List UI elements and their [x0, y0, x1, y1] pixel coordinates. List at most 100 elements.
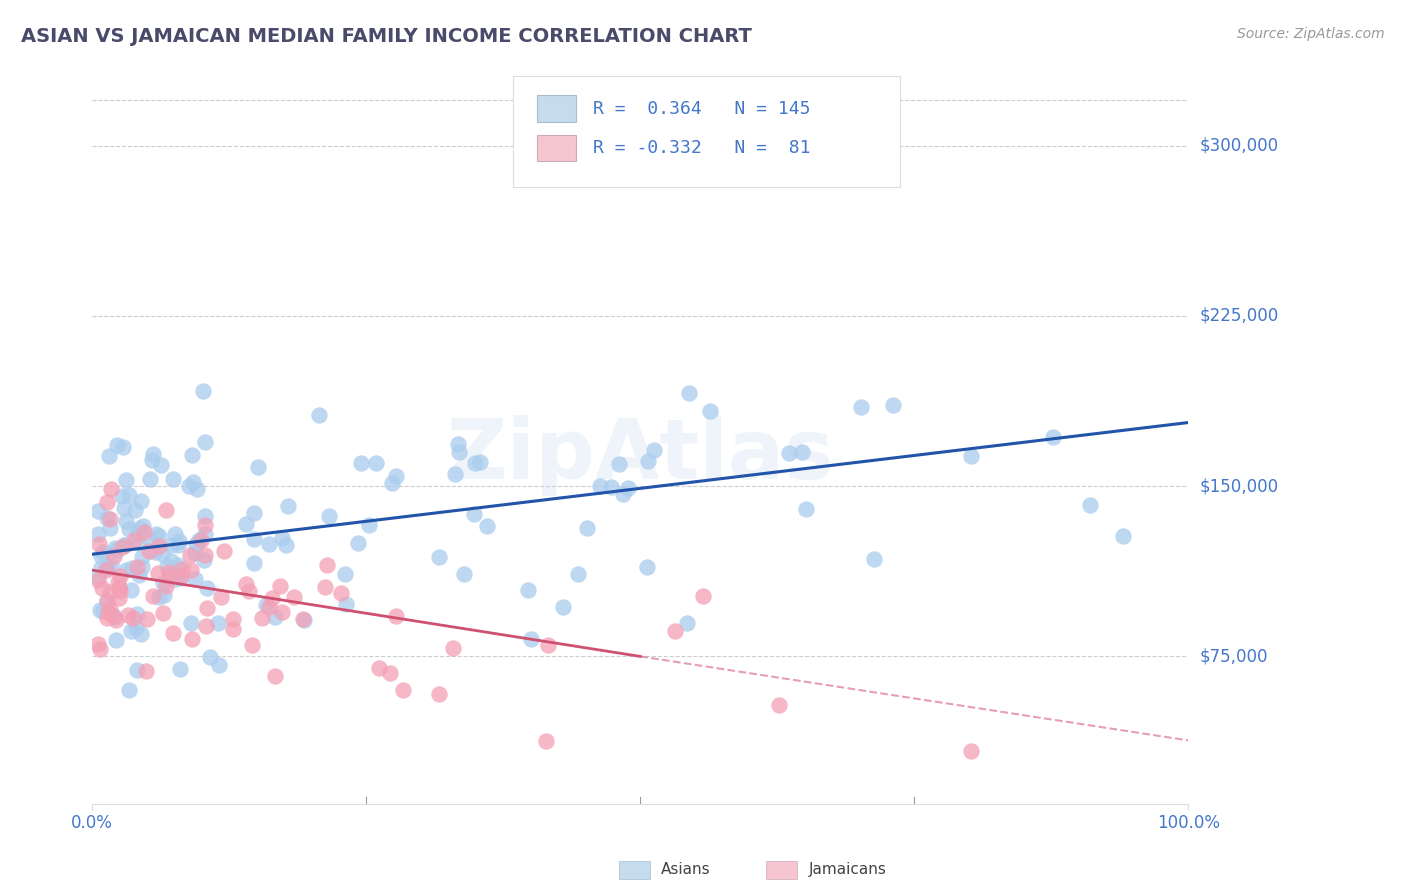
Point	[209, 590, 232, 604]
Point	[180, 563, 202, 577]
Point	[86, 573, 108, 587]
Point	[129, 494, 152, 508]
Point	[960, 449, 983, 463]
Point	[475, 518, 498, 533]
Point	[447, 437, 470, 451]
Point	[292, 614, 315, 628]
Point	[208, 657, 231, 672]
Point	[534, 733, 557, 747]
Point	[142, 447, 165, 461]
Point	[138, 543, 160, 558]
Point	[148, 590, 170, 604]
Point	[103, 608, 125, 623]
Point	[163, 526, 186, 541]
Point	[104, 541, 127, 555]
Point	[347, 536, 370, 550]
Point	[792, 445, 814, 459]
Point	[247, 460, 270, 475]
Point	[380, 665, 402, 680]
Point	[98, 585, 121, 599]
Point	[447, 445, 470, 459]
Point	[152, 547, 174, 561]
Point	[190, 533, 212, 547]
Point	[142, 590, 165, 604]
Point	[160, 554, 183, 568]
Point	[195, 581, 218, 595]
Point	[193, 435, 215, 450]
Point	[141, 453, 163, 467]
Point	[96, 511, 118, 525]
Point	[148, 539, 170, 553]
Point	[148, 566, 170, 580]
Point	[283, 590, 305, 604]
Point	[148, 529, 170, 543]
Point	[122, 533, 145, 548]
Point	[567, 567, 589, 582]
Point	[86, 504, 108, 518]
Point	[254, 598, 277, 612]
Point	[114, 537, 136, 551]
Point	[91, 581, 114, 595]
Point	[195, 601, 218, 615]
Text: $300,000: $300,000	[1199, 136, 1278, 154]
Point	[167, 534, 190, 549]
Point	[100, 558, 122, 573]
Point	[89, 602, 111, 616]
Point	[118, 522, 141, 536]
Point	[125, 560, 148, 574]
Point	[124, 503, 146, 517]
Point	[186, 537, 208, 551]
Point	[86, 527, 108, 541]
Point	[184, 546, 207, 560]
Point	[862, 552, 884, 566]
Point	[271, 531, 294, 545]
Point	[778, 445, 800, 459]
Point	[159, 566, 181, 581]
Point	[157, 565, 180, 579]
Point	[114, 473, 136, 487]
Text: ASIAN VS JAMAICAN MEDIAN FAMILY INCOME CORRELATION CHART: ASIAN VS JAMAICAN MEDIAN FAMILY INCOME C…	[21, 27, 752, 45]
Point	[97, 605, 120, 619]
Point	[162, 625, 184, 640]
Point	[636, 560, 658, 574]
Point	[252, 611, 274, 625]
Point	[427, 549, 450, 564]
Point	[607, 457, 630, 471]
Point	[441, 640, 464, 655]
Point	[960, 744, 983, 758]
Point	[453, 567, 475, 582]
Point	[235, 577, 257, 591]
Point	[616, 481, 638, 495]
Point	[366, 456, 388, 470]
Point	[135, 612, 157, 626]
Point	[96, 611, 118, 625]
Point	[186, 482, 208, 496]
Point	[108, 581, 131, 595]
Point	[90, 561, 112, 575]
Point	[104, 610, 127, 624]
Point	[194, 509, 217, 524]
Text: Source: ZipAtlas.com: Source: ZipAtlas.com	[1237, 27, 1385, 41]
Point	[637, 454, 659, 468]
Point	[118, 488, 141, 502]
Point	[257, 537, 280, 551]
Point	[132, 524, 155, 539]
Point	[179, 548, 201, 562]
Point	[167, 558, 190, 572]
Point	[170, 568, 193, 582]
Point	[169, 570, 191, 584]
Point	[150, 458, 173, 472]
Point	[1042, 430, 1064, 444]
Point	[463, 507, 485, 521]
Point	[276, 538, 298, 552]
Point	[238, 583, 260, 598]
Point	[692, 589, 714, 603]
Point	[105, 542, 128, 557]
Point	[145, 527, 167, 541]
Point	[96, 495, 118, 509]
Point	[519, 632, 541, 647]
Point	[575, 521, 598, 535]
Point	[103, 549, 125, 564]
Point	[107, 438, 129, 452]
Point	[108, 591, 131, 606]
